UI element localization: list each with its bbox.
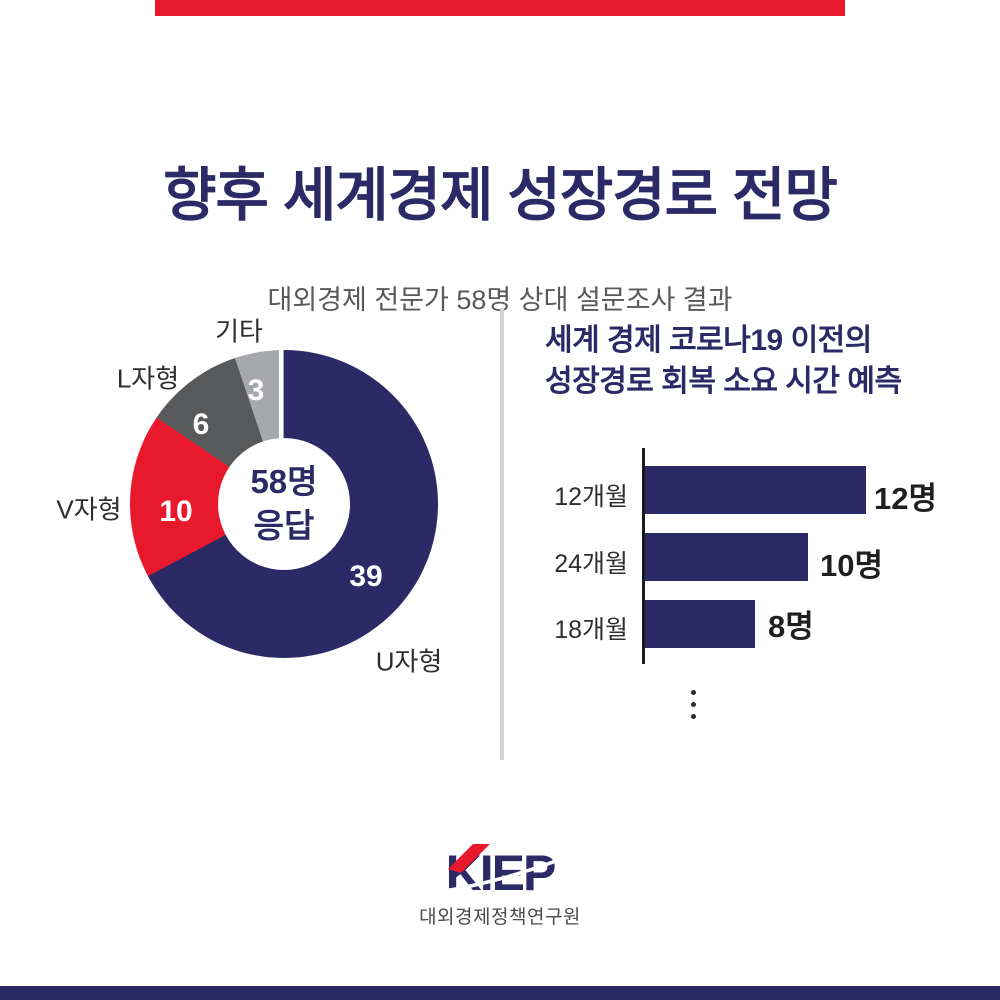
kiep-logo: KIEP [410,843,590,903]
bar-value-12months: 12명 [874,481,938,516]
donut-label-other: 기타 [215,316,263,347]
donut-chart: 58명 응답 [130,350,438,658]
kiep-red-slash-icon [448,844,490,873]
donut-value-other: 3 [247,374,265,407]
page-title: 향후 세계경제 성장경로 전망 [163,163,838,228]
vertical-divider [500,308,504,760]
donut-label-v-shape: V자형 [56,494,122,525]
bar-12months [645,466,866,514]
kiep-logo-text: KIEP [446,845,555,901]
bar-category-24months: 24개월 [554,550,628,578]
donut-label-u-shape: U자형 [375,646,443,677]
donut-value-l-shape: 6 [192,408,210,441]
page-subtitle: 대외경제 전문가 58명 상대 설문조사 결과 [267,285,733,315]
kiep-logo-graphic: KIEP [415,844,587,901]
bar-18months [645,600,755,648]
bottom-accent-bar [0,986,1000,1000]
bar-value-24months: 10명 [820,548,884,583]
donut-label-l-shape: L자형 [116,363,180,394]
donut-value-v-shape: 10 [159,495,193,528]
donut-value-u-shape: 39 [349,560,383,593]
ellipsis-dot [691,690,696,695]
donut-hole: 58명 응답 [218,438,350,570]
top-accent-bar [155,0,845,16]
bar-category-12months: 12개월 [554,483,628,511]
ellipsis-dot [691,714,696,719]
bar-chart-title: 세계 경제 코로나19 이전의 성장경로 회복 소요 시간 예측 [545,324,902,398]
donut-center-label: 58명 응답 [250,463,318,544]
bar-category-18months: 18개월 [554,616,628,644]
bar-chart-axis [642,448,645,664]
ellipsis-dot [691,702,696,707]
vertical-ellipsis-icon [691,690,696,726]
bar-24months [645,533,808,581]
kiep-org-name: 대외경제정책연구원 [419,907,581,928]
bar-value-18months: 8명 [768,609,814,644]
kiep-swoosh-icon [415,847,587,897]
donut-segment-gap [279,350,283,504]
